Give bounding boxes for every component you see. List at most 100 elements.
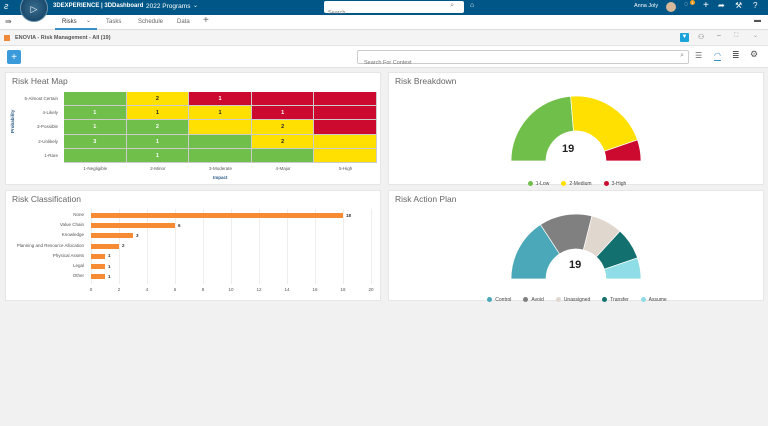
risk-action-plan-gauge — [510, 213, 642, 280]
x-tick-label: 2-Minor — [150, 166, 166, 171]
user-name[interactable]: Anna Joly — [634, 3, 659, 9]
heat-cell[interactable]: 1 — [64, 120, 127, 135]
bar[interactable] — [91, 223, 175, 229]
maximize-icon[interactable]: ⛶ — [734, 33, 739, 39]
heat-cell[interactable] — [314, 148, 377, 163]
share-icon[interactable]: ➦ — [718, 1, 725, 10]
sort-filter-icon[interactable]: ☰ — [695, 51, 703, 60]
plus-icon[interactable]: + — [703, 0, 709, 11]
tab-data[interactable]: Data — [177, 19, 190, 25]
gauge-slice[interactable] — [603, 257, 642, 280]
dashboard-selector[interactable]: 2022 Programs — [146, 2, 191, 10]
chevron-down-icon[interactable]: ⌄ — [193, 3, 199, 9]
tab-risks[interactable]: Risks — [62, 19, 77, 25]
tab-schedule[interactable]: Schedule — [138, 19, 164, 25]
add-button[interactable]: + — [7, 50, 21, 64]
bar[interactable] — [91, 243, 119, 249]
gauge-slice[interactable] — [603, 139, 642, 162]
search-icon[interactable]: ⌕ — [680, 52, 684, 59]
tools-icon[interactable]: ⚒ — [735, 1, 743, 10]
bar[interactable] — [91, 264, 105, 269]
chat-icon[interactable]: ◌ — [684, 1, 689, 8]
gauge-slice[interactable] — [510, 95, 574, 162]
ds-logo[interactable]: ƨ — [4, 1, 9, 11]
legend-item[interactable]: Unassigned — [555, 297, 590, 303]
tab-tasks[interactable]: Tasks — [106, 19, 122, 25]
heat-cell[interactable]: 1 — [126, 106, 190, 121]
filter-icon[interactable]: ▼ — [680, 33, 689, 42]
menu-icon[interactable]: ⇛ — [5, 17, 12, 26]
legend-item[interactable]: Avoid — [523, 297, 544, 303]
chevron-down-icon[interactable]: ⌄ — [753, 33, 759, 39]
context-search[interactable]: ⌕ — [357, 50, 689, 69]
legend-item[interactable]: Transfer — [602, 297, 629, 303]
heat-cell[interactable] — [64, 92, 127, 107]
y-tick-label: 3-Possible — [36, 124, 58, 130]
legend-dot-icon — [603, 181, 609, 186]
heat-cell[interactable]: 2 — [126, 120, 190, 135]
x-tick-label: 18 — [340, 287, 346, 293]
heat-cell[interactable]: 1 — [64, 106, 127, 121]
legend-item[interactable]: Assume — [640, 297, 667, 303]
panel-title: Risk Classification — [12, 194, 81, 204]
heat-cell[interactable] — [64, 148, 127, 163]
heat-cell[interactable] — [314, 92, 377, 107]
heat-cell[interactable] — [251, 148, 315, 163]
user-settings-icon[interactable]: ⚇ — [698, 34, 705, 41]
search-box[interactable]: ⌕ — [324, 1, 464, 19]
heat-cell[interactable] — [189, 120, 252, 135]
heat-cell[interactable] — [314, 134, 377, 149]
x-tick-label: 5-High — [339, 166, 353, 171]
avatar[interactable] — [666, 2, 676, 12]
settings-icon[interactable]: ⚙ — [750, 49, 759, 59]
heat-cell[interactable]: 1 — [251, 106, 315, 121]
legend-item[interactable]: 1-Low — [527, 181, 549, 187]
heat-cell[interactable]: 3 — [64, 134, 127, 149]
comment-icon[interactable]: ▬ — [754, 17, 761, 24]
risk-breakdown-panel: Risk Breakdown 19 1-Low 2-Medium 3-High — [388, 72, 764, 187]
context-search-input[interactable] — [358, 57, 658, 69]
y-tick-label: Legal — [72, 263, 84, 268]
bar[interactable] — [91, 274, 105, 280]
add-tab-icon[interactable]: + — [203, 15, 209, 26]
minimize-icon[interactable]: – — [717, 32, 721, 39]
help-icon[interactable]: ? — [753, 1, 758, 10]
heat-cell[interactable]: 2 — [251, 134, 315, 149]
legend-item[interactable]: 2-Medium — [561, 180, 592, 187]
legend-item[interactable]: Control — [487, 297, 511, 303]
heat-cell[interactable]: 2 — [126, 92, 190, 107]
x-tick-label: 1-Negligible — [83, 166, 108, 171]
compass-icon[interactable]: ▷ — [20, 0, 48, 22]
data-label: 2 — [122, 243, 125, 249]
heat-cell[interactable] — [189, 134, 252, 149]
bar[interactable] — [91, 233, 133, 239]
y-tick-label: Planning and Resource Allocation — [16, 242, 84, 248]
x-tick-label: 8 — [201, 287, 205, 293]
search-icon[interactable]: ⌕ — [450, 2, 454, 9]
bar[interactable] — [91, 253, 105, 259]
legend-item[interactable]: 3-High — [603, 181, 626, 187]
heat-cell[interactable] — [314, 120, 377, 135]
heat-cell[interactable] — [251, 92, 315, 107]
heat-cell[interactable]: 2 — [251, 120, 315, 135]
data-label: 1 — [108, 273, 111, 279]
bar[interactable] — [91, 213, 343, 218]
legend-label: 2-Medium — [569, 180, 592, 187]
list-view-icon[interactable]: ≣ — [732, 50, 740, 60]
y-axis-label: Probability — [10, 109, 15, 133]
heat-cell[interactable]: 1 — [189, 106, 252, 121]
heat-cell[interactable]: 1 — [126, 148, 190, 163]
y-tick-label: Physical Assets — [52, 252, 84, 258]
dashboard-view-icon[interactable]: ◠ — [714, 51, 721, 61]
chevron-down-icon[interactable]: ⌄ — [86, 18, 92, 24]
data-label: 3 — [136, 232, 139, 238]
x-tick-label: 12 — [256, 287, 262, 293]
heat-cell[interactable] — [189, 148, 252, 163]
heat-cell[interactable] — [314, 106, 377, 121]
risk-classification-panel: Risk Classification 0 2 4 6 8 10 12 14 16 18 20 Non… — [5, 190, 381, 301]
tag-icon[interactable]: ⌂ — [470, 2, 475, 9]
panel-title: Risk Action Plan — [395, 194, 457, 204]
heat-cell[interactable]: 1 — [126, 134, 190, 149]
data-label: 18 — [346, 212, 352, 218]
heat-cell[interactable]: 1 — [189, 92, 252, 107]
